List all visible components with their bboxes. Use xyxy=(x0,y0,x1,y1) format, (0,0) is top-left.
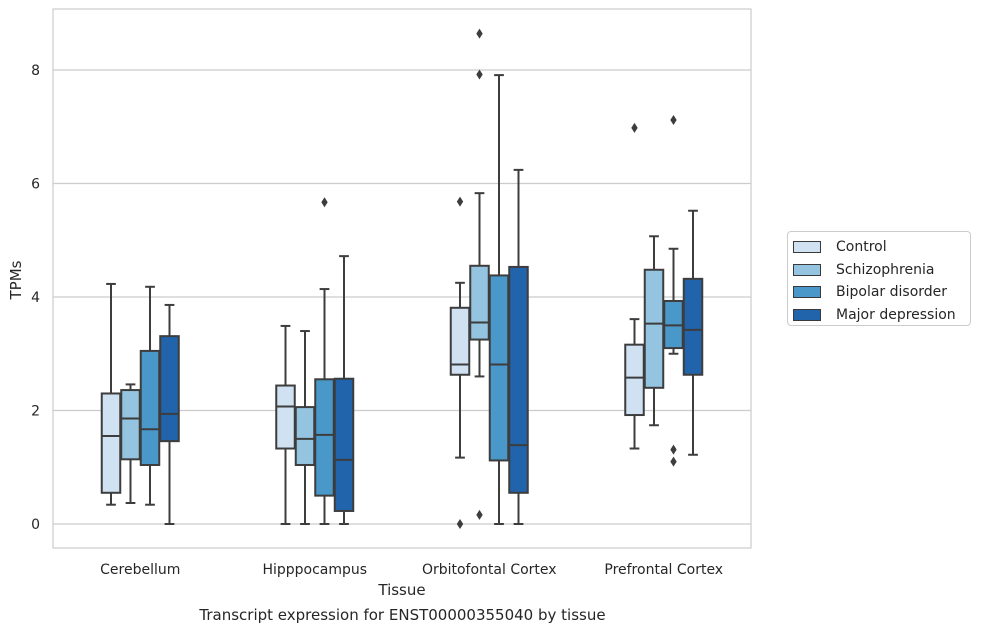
box-iqr xyxy=(100,392,122,494)
legend-swatch xyxy=(793,308,821,321)
box-iqr xyxy=(275,384,296,450)
box-schizophrenia-1 xyxy=(294,330,316,525)
box-control-1 xyxy=(275,324,296,525)
box-major-depression-0 xyxy=(159,303,180,525)
legend-item-control: Control xyxy=(788,236,970,259)
box-iqr xyxy=(624,343,645,417)
box-schizophrenia-3 xyxy=(643,235,665,427)
box-iqr xyxy=(682,277,704,376)
box-iqr xyxy=(294,406,316,466)
outlier-point-0 xyxy=(321,197,328,208)
box-major-depression-2 xyxy=(508,168,529,525)
box-major-depression-1 xyxy=(333,255,355,525)
box-control-3 xyxy=(624,122,645,450)
box-iqr xyxy=(159,335,180,443)
legend-label: Bipolar disorder xyxy=(836,284,948,301)
box-schizophrenia-2 xyxy=(469,28,490,520)
box-iqr xyxy=(120,389,141,461)
box-iqr xyxy=(469,264,490,341)
y-tick-labels: 0 2 4 6 8 xyxy=(31,63,40,533)
box-bipolar-disorder-1 xyxy=(314,197,335,525)
legend-swatch xyxy=(793,263,821,276)
x-tick-labels: Cerebellum Hipppocampus Orbitofontal Corte… xyxy=(100,562,723,578)
outlier-point-0 xyxy=(631,122,638,133)
outlier-point-1 xyxy=(476,28,483,39)
y-tick-label-4: 4 xyxy=(31,290,40,306)
legend-swatch xyxy=(793,286,821,299)
figure-caption: Transcript expression for ENST0000035504… xyxy=(199,606,606,624)
box-control-2 xyxy=(449,196,471,529)
box-schizophrenia-0 xyxy=(120,383,141,505)
outlier-point-0 xyxy=(456,196,464,207)
outlier-point-0 xyxy=(476,69,483,80)
x-tick-label-hipppocampus: Hipppocampus xyxy=(262,562,367,578)
outlier-point-0 xyxy=(670,114,677,125)
outlier-point-2 xyxy=(670,456,677,467)
box-iqr xyxy=(508,265,529,494)
y-tick-label-6: 6 xyxy=(31,177,40,193)
x-tick-label-cerebellum: Cerebellum xyxy=(100,562,180,578)
box-bipolar-disorder-2 xyxy=(488,74,510,525)
boxes xyxy=(100,28,704,529)
outlier-point-2 xyxy=(476,509,483,520)
box-iqr xyxy=(643,268,665,389)
legend-label: Major depression xyxy=(836,306,956,323)
box-iqr xyxy=(488,274,510,462)
box-bipolar-disorder-0 xyxy=(139,285,161,506)
box-control-0 xyxy=(100,282,122,506)
legend-swatch xyxy=(793,241,821,254)
legend-label: Control xyxy=(836,239,887,256)
box-bipolar-disorder-3 xyxy=(663,114,684,467)
x-axis-title: Tissue xyxy=(377,581,425,599)
x-tick-label-prefrontal-cortex: Prefrontal Cortex xyxy=(604,562,723,578)
legend-label: Schizophrenia xyxy=(836,261,935,278)
box-major-depression-3 xyxy=(682,209,704,456)
y-tick-label-0: 0 xyxy=(31,517,40,533)
y-tick-label-2: 2 xyxy=(31,404,40,420)
outlier-point-1 xyxy=(456,519,464,529)
x-tick-label-orbitofontal-cortex: Orbitofontal Cortex xyxy=(422,562,557,578)
plot-frame xyxy=(52,8,752,549)
legend-item-schizophrenia: Schizophrenia xyxy=(788,259,970,282)
box-iqr xyxy=(449,306,471,376)
box-iqr xyxy=(333,377,355,512)
legend-item-bipolar-disorder: Bipolar disorder xyxy=(788,281,970,304)
outlier-point-1 xyxy=(670,444,677,455)
y-axis-title: TPMs xyxy=(7,260,25,300)
box-iqr xyxy=(139,349,161,466)
legend: Control Schizophrenia Bipolar disorder Majo… xyxy=(787,231,971,326)
box-iqr xyxy=(314,378,335,497)
legend-item-major-depression: Major depression xyxy=(788,304,970,327)
y-tick-label-8: 8 xyxy=(31,63,40,79)
